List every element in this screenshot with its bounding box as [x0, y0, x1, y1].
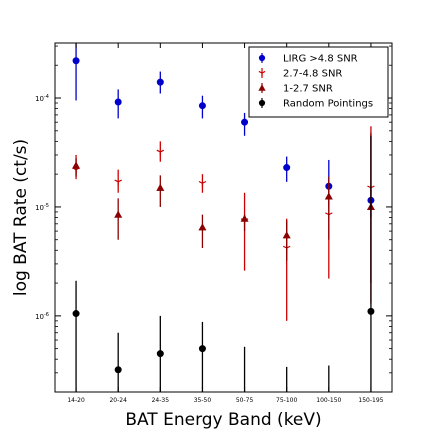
legend-label: 1-2.7 SNR — [283, 84, 333, 95]
x-tick-label: 20-24 — [109, 397, 127, 404]
data-layer — [72, 43, 375, 392]
data-point — [258, 54, 266, 62]
data-point — [282, 231, 291, 239]
x-tick-label: 14-20 — [67, 397, 85, 404]
data-point — [198, 102, 206, 110]
y-tick-label: 10-5 — [35, 203, 49, 212]
x-tick-label: 100-150 — [316, 397, 341, 404]
data-point — [114, 210, 123, 218]
data-point — [240, 214, 249, 222]
data-point — [241, 118, 249, 126]
data-point — [367, 307, 375, 315]
legend-label: LIRG >4.8 SNR — [283, 54, 358, 65]
data-point — [283, 164, 291, 172]
x-tick-label: 50-75 — [236, 397, 254, 404]
data-point — [156, 350, 164, 358]
data-point — [156, 78, 164, 86]
y-tick-label: 10-6 — [35, 312, 49, 321]
x-tick-label: 75-100 — [276, 397, 297, 404]
data-point — [114, 98, 122, 106]
data-point — [72, 310, 80, 318]
legend: LIRG >4.8 SNR 2.7-4.8 SNR 1-2.7 SNR Random … — [248, 46, 389, 118]
data-point — [198, 223, 207, 231]
data-point — [114, 366, 122, 374]
series-3 — [72, 135, 375, 392]
series-0 — [72, 43, 375, 218]
data-point — [324, 192, 333, 200]
x-tick-label: 24-35 — [152, 397, 170, 404]
data-point — [114, 179, 122, 186]
y-axis-title: log BAT Rate (ct/s) — [11, 139, 31, 296]
data-point — [198, 345, 206, 353]
legend-label: 2.7-4.8 SNR — [283, 69, 342, 80]
legend-box — [248, 46, 389, 118]
legend-label: Random Pointings — [283, 99, 373, 110]
data-point — [156, 149, 165, 156]
data-point — [198, 180, 207, 187]
data-point — [258, 84, 266, 91]
x-tick-label: 35-50 — [194, 397, 212, 404]
data-point — [258, 70, 266, 77]
x-tick-label: 150-195 — [358, 397, 383, 404]
data-point — [72, 161, 81, 169]
y-tick-label: 10-4 — [35, 94, 49, 103]
x-axis-title: BAT Energy Band (keV) — [125, 410, 321, 430]
data-point — [72, 57, 80, 65]
data-point — [258, 99, 266, 107]
data-point — [156, 183, 165, 191]
